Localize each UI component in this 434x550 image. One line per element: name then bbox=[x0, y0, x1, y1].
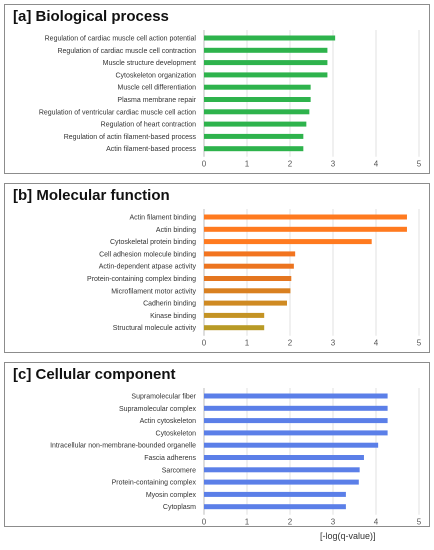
chart-cellular-component: 0 1 2 3 4 5 Supramolecular fiber Supramolecular… bbox=[50, 388, 422, 527]
bar bbox=[204, 263, 294, 269]
panel-title: [b] Molecular function bbox=[13, 187, 170, 204]
category-label: Myosin complex bbox=[146, 492, 197, 499]
x-tick-label: 3 bbox=[331, 518, 336, 527]
category-label: Cell adhesion molecule binding bbox=[99, 251, 196, 258]
bar bbox=[204, 121, 307, 127]
category-label: Cadherin binding bbox=[143, 301, 196, 308]
panel-title: [c] Cellular component bbox=[13, 366, 176, 383]
bar bbox=[204, 226, 407, 232]
x-tick-label: 0 bbox=[202, 339, 207, 348]
x-tick-label: 3 bbox=[331, 339, 336, 348]
bar bbox=[204, 288, 291, 294]
x-tick-label: 1 bbox=[245, 518, 250, 527]
x-tick-label: 3 bbox=[331, 160, 336, 169]
category-label: Kinase binding bbox=[150, 313, 196, 320]
bar bbox=[204, 251, 296, 257]
bar bbox=[204, 504, 346, 510]
x-tick-label: 4 bbox=[374, 160, 379, 169]
bar bbox=[204, 47, 328, 53]
category-label: Regulation of cardiac muscle cell action… bbox=[45, 36, 197, 43]
x-tick-label: 2 bbox=[288, 160, 293, 169]
bar bbox=[204, 276, 292, 281]
panel-cellular-component: [c] Cellular component 0 1 2 3 4 5 Supramolecu… bbox=[4, 362, 430, 527]
bar bbox=[204, 60, 328, 66]
bar bbox=[204, 405, 388, 411]
panel-title: [a] Biological process bbox=[13, 8, 169, 25]
category-label: Regulation of heart contraction bbox=[101, 122, 196, 129]
category-label: Cytoplasm bbox=[163, 504, 196, 511]
category-label: Sarcomere bbox=[162, 467, 196, 474]
category-label: Protein-containing complex binding bbox=[87, 276, 196, 283]
x-tick-label: 1 bbox=[245, 339, 250, 348]
category-label: Actin cytoskeleton bbox=[140, 418, 197, 425]
category-label: Cytoskeleton organization bbox=[115, 72, 196, 79]
bar bbox=[204, 133, 304, 139]
x-tick-label: 0 bbox=[202, 160, 207, 169]
bar bbox=[204, 455, 364, 460]
bar bbox=[204, 479, 359, 485]
category-label: Intracellular non-membrane-bounded organ… bbox=[50, 443, 196, 450]
category-label: Cytoskeleton bbox=[156, 430, 197, 437]
bar bbox=[204, 97, 311, 102]
bar bbox=[204, 109, 310, 115]
x-tick-label: 5 bbox=[417, 518, 422, 527]
bar bbox=[204, 35, 336, 41]
bar bbox=[204, 491, 346, 497]
x-tick-label: 1 bbox=[245, 160, 250, 169]
category-label: Microfilament motor activity bbox=[111, 288, 196, 295]
category-label: Supramolecular complex bbox=[119, 406, 197, 413]
bar bbox=[204, 72, 328, 78]
bar bbox=[204, 146, 304, 152]
x-tick-label: 5 bbox=[417, 160, 422, 169]
x-axis-label: [-log(q-value)] bbox=[320, 531, 376, 541]
category-label: Plasma membrane repair bbox=[117, 97, 196, 104]
bar bbox=[204, 442, 379, 448]
panel-biological-process: [a] Biological process 0 1 2 3 4 5 Regulation … bbox=[4, 4, 430, 174]
bar bbox=[204, 467, 360, 473]
category-label: Regulation of actin filament-based proce… bbox=[64, 134, 197, 141]
category-label: Protein-containing complex bbox=[112, 480, 197, 487]
bar bbox=[204, 418, 388, 424]
category-label: Muscle structure development bbox=[103, 60, 196, 67]
panel-molecular-function: [b] Molecular function 0 1 2 3 4 5 Actin filam… bbox=[4, 183, 430, 353]
category-label: Actin filament-based process bbox=[106, 146, 196, 153]
bar bbox=[204, 300, 287, 306]
category-label: Muscle cell differentiation bbox=[118, 85, 197, 92]
chart-molecular-function: 0 1 2 3 4 5 Actin filament binding Actin bindin… bbox=[87, 209, 422, 348]
x-tick-label: 4 bbox=[374, 518, 379, 527]
bar bbox=[204, 214, 407, 220]
category-label: Structural molecule activity bbox=[113, 325, 197, 332]
category-label: Cytoskeletal protein binding bbox=[110, 239, 196, 246]
chart-biological-process: 0 1 2 3 4 5 Regulation of cardiac muscle cell … bbox=[39, 30, 422, 169]
bar bbox=[204, 84, 311, 90]
x-tick-label: 0 bbox=[202, 518, 207, 527]
category-label: Regulation of cardiac muscle cell contra… bbox=[57, 48, 196, 55]
x-tick-label: 2 bbox=[288, 518, 293, 527]
bar bbox=[204, 393, 388, 399]
x-tick-label: 5 bbox=[417, 339, 422, 348]
category-label: Regulation of ventricular cardiac muscle… bbox=[39, 109, 196, 116]
category-label: Actin-dependent atpase activity bbox=[99, 264, 197, 271]
bar bbox=[204, 430, 388, 436]
x-tick-label: 2 bbox=[288, 339, 293, 348]
x-tick-label: 4 bbox=[374, 339, 379, 348]
category-label: Actin filament binding bbox=[129, 215, 196, 222]
category-label: Fascia adherens bbox=[144, 455, 196, 462]
category-label: Supramolecular fiber bbox=[131, 394, 196, 401]
bar bbox=[204, 239, 372, 245]
bar bbox=[204, 312, 265, 318]
bar bbox=[204, 325, 265, 331]
category-label: Actin binding bbox=[156, 227, 196, 234]
